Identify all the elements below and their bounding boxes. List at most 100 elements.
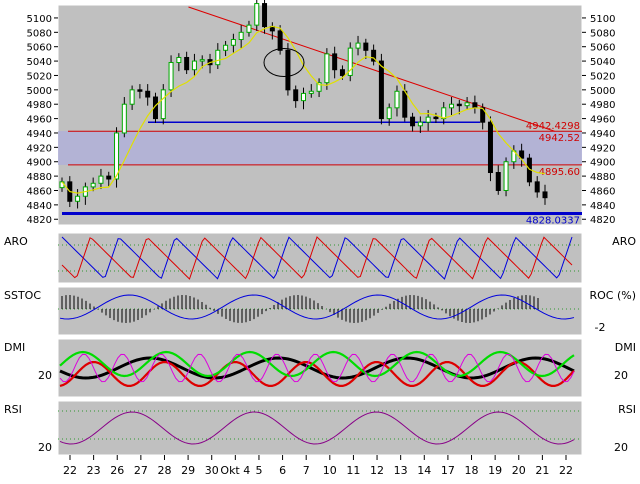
- dmi-line-black: [59, 356, 575, 380]
- candle-up: [394, 90, 400, 109]
- candle-up: [449, 103, 455, 109]
- y-tick-label-left: 5040: [27, 57, 52, 68]
- candle-down: [410, 116, 416, 127]
- x-tick-label: 20: [512, 464, 526, 477]
- x-tick-label: 29: [181, 464, 195, 477]
- candle-up: [121, 103, 127, 134]
- x-tick-label: 22: [559, 464, 573, 477]
- candle-up: [441, 107, 447, 120]
- roc-tick-label: -2: [595, 321, 606, 334]
- y-tick-label-left: 4820: [27, 215, 52, 226]
- x-tick-label: 19: [488, 464, 502, 477]
- candle-down: [542, 191, 548, 199]
- y-tick-label-right: 4840: [590, 201, 615, 212]
- candle-up: [114, 132, 120, 180]
- aro-line-blue: [61, 236, 573, 280]
- y-tick-label-left: 5060: [27, 43, 52, 54]
- candle-up: [215, 49, 221, 66]
- candle-up: [425, 116, 431, 123]
- candle-down: [332, 53, 338, 71]
- candle-up: [355, 42, 361, 49]
- x-tick-label: 27: [134, 464, 148, 477]
- candle-down: [402, 90, 408, 118]
- y-tick-label-left: 4880: [27, 172, 52, 183]
- x-tick-label: 12: [370, 464, 384, 477]
- candle-down: [363, 42, 369, 51]
- y-tick-label-left: 4900: [27, 158, 52, 169]
- panel-label-left: ARO: [4, 235, 28, 248]
- panel-label-left: DMI: [4, 341, 25, 354]
- aro-line-red: [61, 236, 573, 280]
- candle-up: [191, 60, 197, 71]
- x-tick-label: 11: [346, 464, 360, 477]
- candle-up: [223, 44, 229, 51]
- candle-up: [75, 195, 81, 202]
- candle-up: [417, 121, 423, 127]
- dmi-line-magenta: [59, 353, 575, 383]
- rsi-line: [59, 411, 575, 445]
- panel-label-right: ROC (%): [589, 289, 636, 302]
- candle-up: [176, 56, 182, 64]
- y-tick-label-right: 5060: [590, 43, 615, 54]
- candle-down: [487, 121, 493, 174]
- candle-down: [371, 49, 377, 62]
- candle-up: [308, 90, 314, 94]
- candle-up: [316, 82, 322, 92]
- dmi-tick-left: 20: [38, 369, 52, 382]
- y-tick-label-right: 4920: [590, 143, 615, 154]
- candle-down: [339, 69, 345, 76]
- y-tick-label-left: 4940: [27, 129, 52, 140]
- x-tick-label: 13: [394, 464, 408, 477]
- y-tick-label-left: 5020: [27, 71, 52, 82]
- candle-up: [503, 161, 509, 191]
- candle-up: [90, 182, 96, 188]
- candle-up: [238, 31, 244, 41]
- x-tick-label: 28: [157, 464, 171, 477]
- y-tick-label-left: 4840: [27, 201, 52, 212]
- candle-down: [472, 102, 478, 109]
- y-tick-label-right: 4820: [590, 215, 615, 226]
- candle-down: [519, 150, 525, 159]
- panel-label-left: SSTOC: [4, 289, 41, 302]
- candle-up: [386, 107, 392, 120]
- y-tick-label-right: 5100: [590, 14, 615, 25]
- level-label-3: 4828.0337: [526, 215, 580, 226]
- y-tick-label-left: 4920: [27, 143, 52, 154]
- candle-down: [106, 175, 112, 180]
- panel-label-left: RSI: [4, 403, 22, 416]
- x-tick-label: 18: [465, 464, 479, 477]
- candle-down: [378, 60, 384, 120]
- candle-up: [301, 92, 306, 102]
- candle-down: [262, 3, 268, 28]
- y-tick-label-right: 4980: [590, 100, 615, 111]
- y-tick-label-right: 4900: [590, 158, 615, 169]
- y-tick-label-left: 5000: [27, 86, 52, 97]
- y-tick-label-right: 4860: [590, 186, 615, 197]
- annotation-ellipse: [263, 48, 305, 78]
- candle-up: [168, 62, 174, 91]
- x-tick-label: 21: [535, 464, 549, 477]
- sstoc-line: [59, 294, 575, 320]
- y-tick-label-right: 5080: [590, 28, 615, 39]
- y-tick-label-left: 5100: [27, 14, 52, 25]
- candle-up: [98, 175, 104, 184]
- x-tick-label: 17: [441, 464, 455, 477]
- dmi-line-green: [59, 350, 575, 378]
- x-tick-label: 10: [323, 464, 337, 477]
- candle-down: [433, 116, 439, 120]
- y-tick-label-left: 4980: [27, 100, 52, 111]
- candle-down: [277, 30, 283, 51]
- y-tick-label-right: 5020: [590, 71, 615, 82]
- candle-down: [534, 181, 540, 193]
- y-tick-label-right: 4940: [590, 129, 615, 140]
- candle-down: [495, 172, 501, 191]
- panel-background-SSTOC: [57, 286, 583, 336]
- candle-down: [145, 90, 151, 98]
- dmi-tick-right: 20: [614, 369, 628, 382]
- candle-down: [184, 56, 190, 71]
- x-tick-label: 23: [87, 464, 101, 477]
- x-tick-label: 6: [279, 464, 286, 477]
- candle-down: [293, 89, 299, 102]
- y-tick-label-right: 4880: [590, 172, 615, 183]
